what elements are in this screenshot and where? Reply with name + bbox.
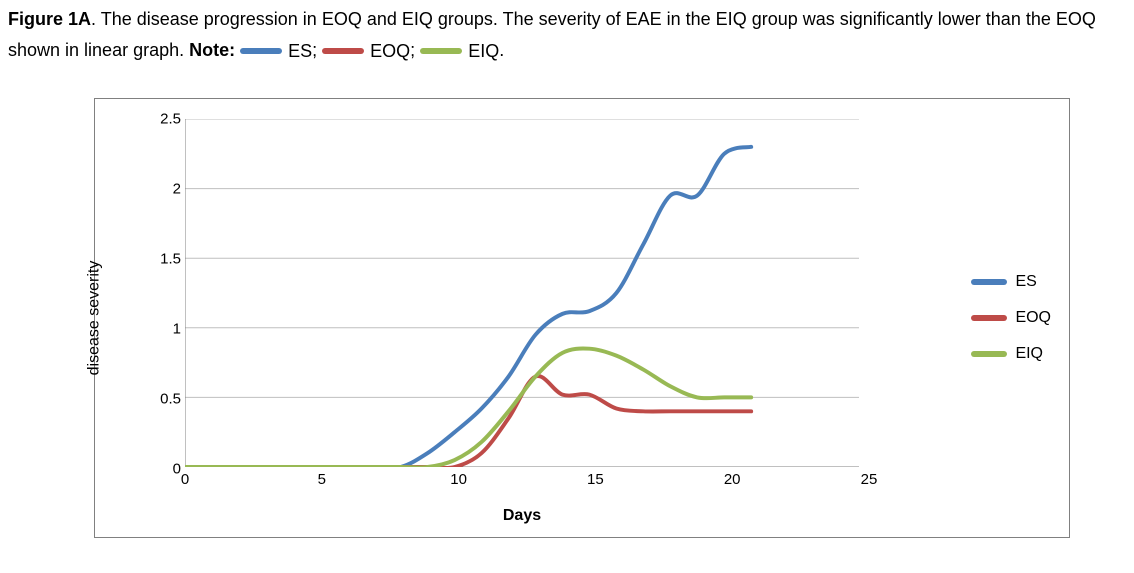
ytick-5: 2.5 [141,111,181,128]
legend-line-eiq [971,351,1007,357]
sep2: ; [410,40,420,60]
period: . [499,40,504,60]
xtick-3: 15 [587,471,604,488]
legend-line-eoq [971,315,1007,321]
ytick-4: 2 [141,181,181,198]
legend-row-es: ES [971,273,1051,291]
x-axis-label: Days [185,507,859,525]
ytick-2: 1 [141,321,181,338]
caption-legend-eoq-label: EOQ [370,36,410,67]
legend-row-eiq: EIQ [971,345,1051,363]
ytick-3: 1.5 [141,251,181,268]
ytick-1: 0.5 [141,391,181,408]
y-axis-label: disease severity [85,261,103,376]
caption-legend-eiq: EIQ [420,36,499,67]
chart-svg [185,119,859,467]
legend-label-eiq: EIQ [1015,345,1043,363]
note-label: Note: [189,40,235,60]
plot-area [185,119,859,467]
sep1: ; [312,40,322,60]
legend-label-es: ES [1015,273,1036,291]
xtick-5: 25 [861,471,878,488]
caption-legend-eoq: EOQ [322,36,410,67]
caption-legend-eiq-label: EIQ [468,36,499,67]
caption-swatch-eiq [420,48,462,54]
chart-container: disease severity 0 0.5 1 1.5 2 2.5 0 5 1… [94,98,1070,538]
legend-line-es [971,279,1007,285]
ytick-0: 0 [141,461,181,478]
series-es [185,147,751,467]
xtick-4: 20 [724,471,741,488]
series-group [185,147,751,467]
caption-text-1: . The disease progression in EOQ and EIQ… [8,9,1096,60]
caption-legend-es: ES [240,36,312,67]
figure-label: Figure 1A [8,9,91,29]
xtick-2: 10 [450,471,467,488]
series-eiq [185,349,751,468]
axes [185,119,859,467]
caption-swatch-es [240,48,282,54]
chart-legend: ES EOQ EIQ [971,273,1051,363]
legend-row-eoq: EOQ [971,309,1051,327]
xtick-0: 0 [181,471,189,488]
caption-swatch-eoq [322,48,364,54]
figure-caption: Figure 1A. The disease progression in EO… [4,0,1130,78]
caption-legend-es-label: ES [288,36,312,67]
xtick-1: 5 [318,471,326,488]
legend-label-eoq: EOQ [1015,309,1051,327]
